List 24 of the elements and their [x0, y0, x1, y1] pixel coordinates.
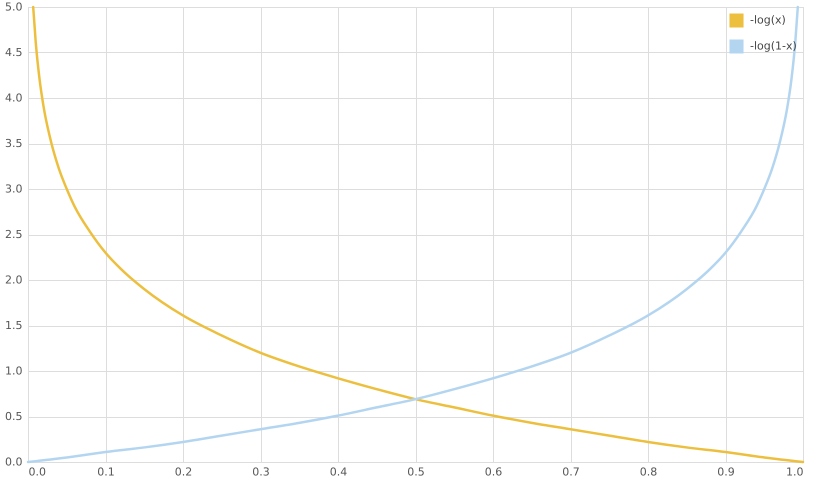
y-tick-label: 3.0	[5, 182, 22, 196]
x-tick-label: 1.0	[786, 466, 804, 478]
x-tick-label: 0.3	[252, 466, 270, 478]
x-tick-label: 0.7	[562, 466, 580, 478]
x-tick-label: 0.2	[174, 466, 192, 478]
x-tick-label: 0.8	[640, 466, 658, 478]
y-tick-label: 1.5	[5, 319, 22, 332]
y-tick-label: 2.5	[5, 228, 22, 241]
y-tick-label: 4.5	[5, 46, 22, 59]
y-tick-label: 0.5	[5, 410, 22, 423]
y-tick-label: 3.5	[5, 137, 22, 150]
x-tick-label: 0.6	[484, 466, 502, 478]
legend-label: -log(1-x)	[750, 40, 797, 52]
x-tick-label: 0.9	[717, 466, 735, 478]
y-tick-label: 0.0	[5, 456, 22, 468]
y-tick-label: 2.0	[5, 274, 22, 286]
y-tick-label: 5.0	[5, 0, 22, 14]
y-tick-label: 1.0	[5, 364, 22, 378]
legend-label: -log(x)	[750, 14, 786, 26]
x-tick-label: 0.0	[28, 466, 46, 478]
y-tick-label: 4.0	[5, 92, 22, 104]
x-tick-label: 0.4	[330, 466, 348, 478]
x-tick-label: 0.5	[407, 466, 425, 478]
x-tick-label: 0.1	[97, 466, 115, 478]
